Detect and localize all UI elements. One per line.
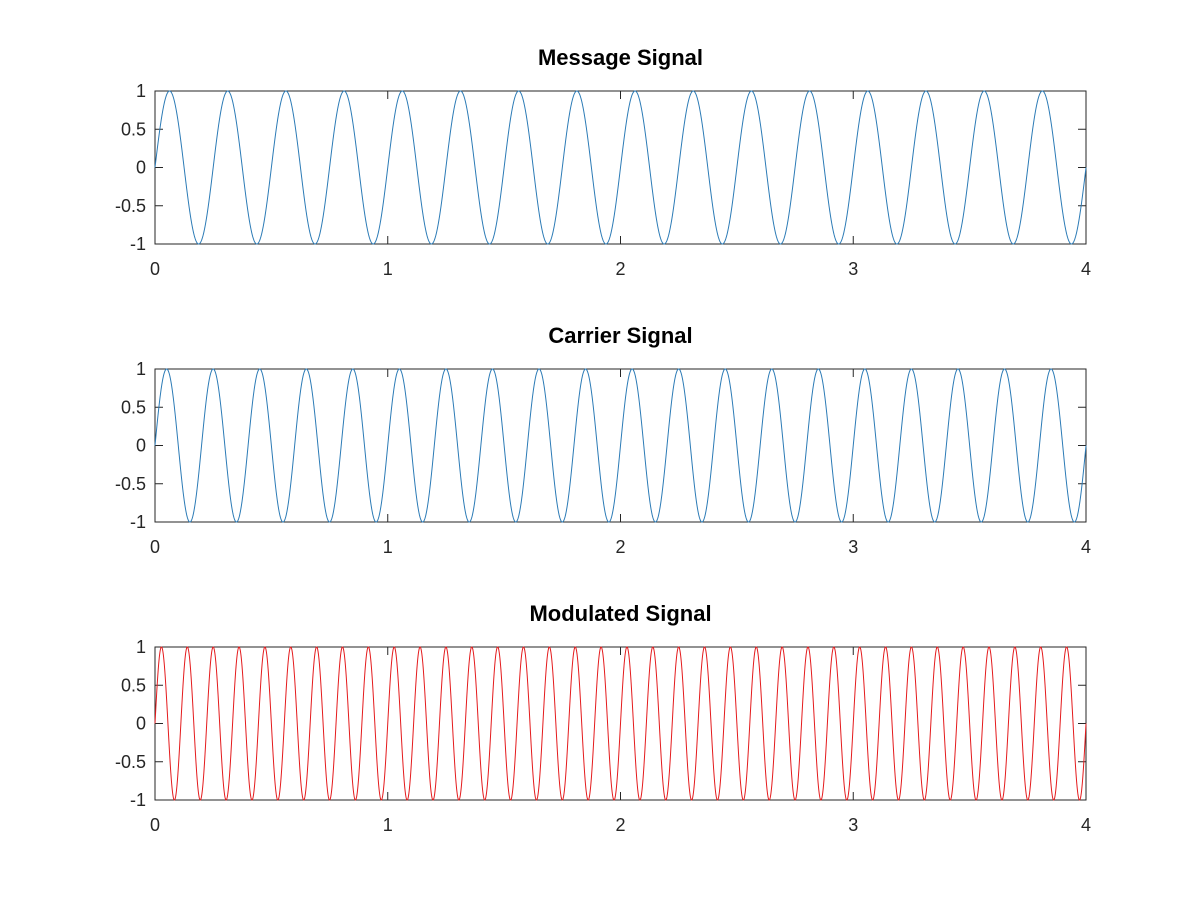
x-tick-label: 0	[150, 259, 160, 279]
series-line	[154, 646, 1087, 801]
y-tick-label: 0	[136, 714, 146, 734]
subplot-1: Message Signal 0 1 2 3 4 1 0.5 0 -0.5 -1	[115, 45, 1091, 279]
y-tick-label: 0.5	[121, 397, 146, 417]
subplot-2: Carrier Signal 0 1 2 3 4 1 0.5 0 -0.5 -1	[115, 323, 1091, 557]
y-tick-label: 0	[136, 158, 146, 178]
chart-title: Modulated Signal	[529, 601, 711, 626]
subplot-3: Modulated Signal 0 1 2 3 4 1 0.5 0 -0.5 -1	[115, 601, 1091, 835]
x-tick-label: 1	[383, 537, 393, 557]
x-tick-label: 0	[150, 815, 160, 835]
x-tick-label: 3	[848, 815, 858, 835]
y-tick-label: 1	[136, 81, 146, 101]
y-tick-label: -0.5	[115, 752, 146, 772]
series-line	[154, 368, 1087, 523]
x-tick-label: 1	[383, 815, 393, 835]
x-tick-label: 1	[383, 259, 393, 279]
y-tick-label: -1	[130, 234, 146, 254]
y-tick-label: 0.5	[121, 675, 146, 695]
y-tick-label: -1	[130, 790, 146, 810]
x-tick-label: 0	[150, 537, 160, 557]
y-tick-label: 0.5	[121, 119, 146, 139]
y-tick-label: -1	[130, 512, 146, 532]
x-tick-label: 4	[1081, 259, 1091, 279]
y-tick-label: -0.5	[115, 474, 146, 494]
y-tick-label: -0.5	[115, 196, 146, 216]
x-tick-label: 2	[615, 815, 625, 835]
chart-title: Carrier Signal	[548, 323, 692, 348]
x-tick-label: 2	[615, 537, 625, 557]
chart-title: Message Signal	[538, 45, 703, 70]
x-tick-label: 4	[1081, 815, 1091, 835]
x-tick-label: 3	[848, 537, 858, 557]
x-tick-label: 2	[615, 259, 625, 279]
y-tick-label: 1	[136, 637, 146, 657]
series-line	[154, 90, 1087, 245]
x-tick-label: 3	[848, 259, 858, 279]
x-tick-label: 4	[1081, 537, 1091, 557]
y-tick-label: 0	[136, 436, 146, 456]
y-tick-label: 1	[136, 359, 146, 379]
